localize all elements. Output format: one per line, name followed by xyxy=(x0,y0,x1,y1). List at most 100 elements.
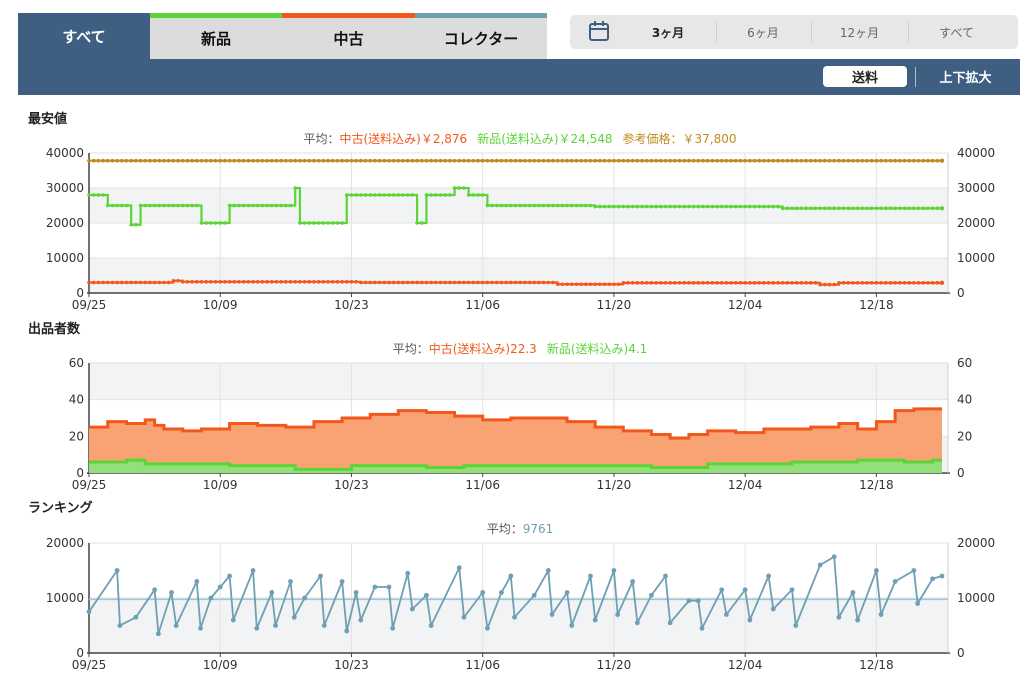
data-point xyxy=(138,280,143,285)
shipping-toggle-button[interactable]: 送料 xyxy=(823,66,907,87)
data-point xyxy=(471,280,476,285)
data-point xyxy=(166,280,171,285)
data-point xyxy=(874,281,879,285)
y-tick-label-left: 10000 xyxy=(46,591,84,605)
data-point xyxy=(630,204,635,209)
data-point xyxy=(546,280,551,285)
data-point xyxy=(560,158,565,163)
data-point xyxy=(105,158,110,163)
data-point xyxy=(265,280,269,284)
range-6-months[interactable]: 6ヶ月 xyxy=(747,25,779,40)
data-point xyxy=(490,158,494,163)
data-point xyxy=(443,193,447,197)
data-point xyxy=(480,590,486,595)
data-point xyxy=(335,221,340,225)
x-tick-label: 11/20 xyxy=(597,658,632,672)
data-point xyxy=(246,158,251,163)
y-tick-label-right: 40000 xyxy=(957,146,995,160)
data-point xyxy=(223,221,227,225)
data-point xyxy=(204,158,208,163)
data-point xyxy=(476,280,480,285)
data-point xyxy=(883,206,888,211)
data-point xyxy=(715,158,719,163)
data-point xyxy=(748,281,752,285)
data-point xyxy=(626,204,630,209)
data-point xyxy=(551,280,555,285)
data-point xyxy=(134,280,138,285)
x-tick-label: 10/23 xyxy=(334,298,369,312)
data-point xyxy=(715,281,719,285)
data-point xyxy=(865,281,869,285)
data-point xyxy=(738,204,743,209)
data-point xyxy=(480,193,485,197)
toolbar-divider xyxy=(915,67,916,87)
data-point xyxy=(762,281,766,285)
data-point xyxy=(565,203,569,208)
data-point xyxy=(855,281,860,285)
data-point xyxy=(255,203,260,208)
summary-part: 中古(送料込み)￥2,876 xyxy=(339,131,467,146)
data-point xyxy=(668,158,672,163)
data-point xyxy=(190,158,194,163)
data-point xyxy=(518,203,522,208)
series-line xyxy=(88,555,943,635)
data-point xyxy=(101,280,105,285)
tab-new[interactable]: 新品 xyxy=(150,13,282,59)
range-3-months[interactable]: 3ヶ月 xyxy=(651,25,685,40)
y-tick-label-left: 40000 xyxy=(46,146,84,160)
data-point xyxy=(260,280,265,284)
data-point xyxy=(330,221,335,225)
x-tick-label: 11/06 xyxy=(465,658,500,672)
data-point xyxy=(762,204,766,209)
data-point xyxy=(232,158,237,163)
data-point xyxy=(326,158,330,163)
data-point xyxy=(499,203,504,208)
data-point xyxy=(321,158,326,163)
data-point xyxy=(715,204,719,209)
data-point xyxy=(551,158,555,163)
data-point xyxy=(855,617,861,623)
tab-all[interactable]: すべて xyxy=(18,13,150,59)
data-point xyxy=(312,221,316,225)
data-point xyxy=(865,158,869,163)
vertical-zoom-button[interactable]: 上下拡大 xyxy=(939,71,992,86)
data-point xyxy=(804,281,808,285)
data-point xyxy=(579,282,583,287)
data-point xyxy=(307,280,312,284)
data-point xyxy=(532,280,537,285)
data-point xyxy=(719,158,724,163)
range-12-months[interactable]: 12ヶ月 xyxy=(839,25,880,40)
data-point xyxy=(176,158,180,163)
data-point xyxy=(241,280,246,284)
data-point xyxy=(162,158,166,163)
data-point xyxy=(898,206,902,211)
data-point xyxy=(724,281,729,285)
chart-summary: 平均：中古(送料込み)￥2,876 新品(送料込み)￥24,548 参考価格：￥37… xyxy=(303,131,736,146)
data-point xyxy=(565,158,569,163)
data-point xyxy=(841,158,846,163)
data-point xyxy=(120,158,124,163)
data-point xyxy=(874,158,879,163)
data-point xyxy=(274,280,279,284)
data-point xyxy=(152,158,157,163)
data-point xyxy=(372,584,378,590)
data-point xyxy=(612,158,616,163)
data-point xyxy=(663,204,668,209)
range-all[interactable]: すべて xyxy=(939,25,974,40)
data-point xyxy=(218,280,223,284)
data-point xyxy=(579,158,583,163)
data-point xyxy=(509,203,513,208)
data-point xyxy=(888,158,893,163)
data-point xyxy=(138,158,143,163)
data-point xyxy=(204,221,208,225)
tab-collector[interactable]: コレクター xyxy=(415,13,547,59)
x-tick-label: 10/09 xyxy=(203,298,238,312)
tab-used[interactable]: 中古 xyxy=(282,13,415,59)
data-point xyxy=(668,204,672,209)
data-point xyxy=(302,595,307,601)
data-point xyxy=(527,203,532,208)
data-point xyxy=(386,584,392,590)
data-point xyxy=(307,221,312,225)
data-point xyxy=(409,606,415,612)
calendar-icon[interactable] xyxy=(588,20,610,42)
